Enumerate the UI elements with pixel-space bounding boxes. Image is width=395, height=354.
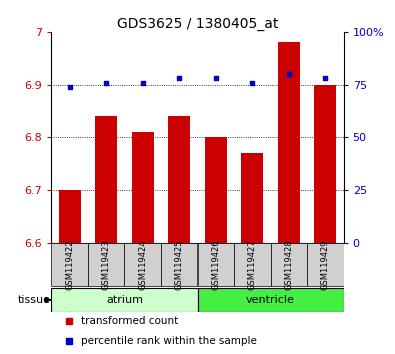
- Text: atrium: atrium: [106, 295, 143, 305]
- Text: tissue: tissue: [18, 295, 51, 305]
- Text: GSM119427: GSM119427: [248, 239, 257, 290]
- Bar: [132, 132, 154, 243]
- Bar: [95, 116, 117, 243]
- Point: [322, 75, 329, 81]
- Bar: [234, 243, 271, 286]
- Bar: [241, 153, 263, 243]
- Bar: [124, 243, 161, 286]
- Text: GSM119423: GSM119423: [102, 239, 111, 290]
- Point: [66, 84, 73, 90]
- Text: GSM119424: GSM119424: [138, 239, 147, 290]
- Point: [249, 80, 256, 85]
- Bar: [198, 243, 234, 286]
- Text: percentile rank within the sample: percentile rank within the sample: [81, 336, 256, 346]
- Text: GSM119429: GSM119429: [321, 239, 330, 290]
- Bar: [168, 116, 190, 243]
- Bar: [278, 42, 300, 243]
- Point: [139, 80, 146, 85]
- Point: [286, 71, 292, 77]
- Text: GSM119426: GSM119426: [211, 239, 220, 290]
- Point: [213, 75, 219, 81]
- Text: GSM119425: GSM119425: [175, 239, 184, 290]
- Bar: [314, 85, 336, 243]
- Title: GDS3625 / 1380405_at: GDS3625 / 1380405_at: [117, 17, 278, 31]
- Bar: [307, 243, 344, 286]
- Bar: [51, 288, 198, 312]
- Text: transformed count: transformed count: [81, 315, 178, 326]
- Text: ventricle: ventricle: [246, 295, 295, 305]
- Text: GSM119422: GSM119422: [65, 239, 74, 290]
- Bar: [51, 243, 88, 286]
- Bar: [59, 190, 81, 243]
- Bar: [161, 243, 198, 286]
- Text: GSM119428: GSM119428: [284, 239, 293, 290]
- Point: [176, 75, 182, 81]
- Bar: [205, 137, 227, 243]
- Bar: [198, 288, 344, 312]
- Point: [103, 80, 109, 85]
- Bar: [88, 243, 124, 286]
- Bar: [271, 243, 307, 286]
